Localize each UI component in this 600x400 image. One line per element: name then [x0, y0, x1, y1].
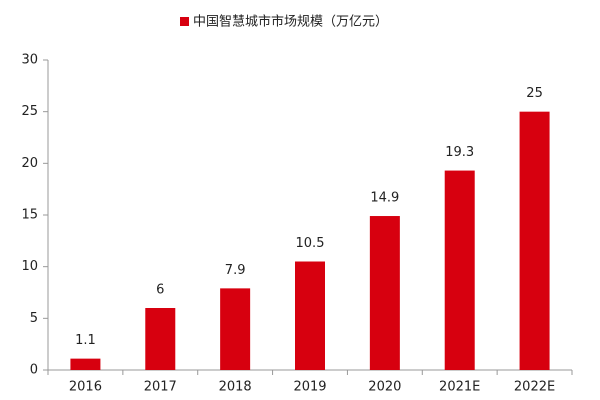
x-tick-label: 2017: [144, 380, 177, 395]
y-tick-label: 20: [21, 156, 38, 171]
data-label: 7.9: [225, 263, 246, 278]
x-tick-label: 2022E: [514, 380, 555, 395]
bar: [70, 358, 101, 370]
data-label: 19.3: [445, 145, 474, 160]
data-label: 10.5: [296, 236, 325, 251]
bar: [220, 288, 251, 370]
legend-swatch: [180, 17, 189, 26]
y-tick-label: 10: [21, 259, 38, 274]
legend-label: 中国智慧城市市场规模（万亿元）: [193, 14, 388, 30]
x-tick-label: 2021E: [439, 380, 480, 395]
x-tick-label: 2020: [368, 380, 401, 395]
y-tick-label: 0: [30, 363, 38, 378]
bar: [444, 170, 475, 370]
data-label: 6: [156, 283, 164, 298]
data-label: 25: [526, 86, 543, 101]
y-tick-label: 15: [21, 208, 38, 223]
y-tick-label: 25: [21, 104, 38, 119]
x-tick-label: 2016: [69, 380, 102, 395]
bar: [519, 111, 550, 371]
x-tick-label: 2019: [293, 380, 326, 395]
bar: [369, 216, 400, 370]
x-tick-label: 2018: [219, 380, 252, 395]
data-label: 1.1: [75, 333, 96, 348]
bar: [295, 261, 325, 370]
data-label: 14.9: [370, 191, 399, 206]
y-tick-label: 30: [21, 53, 38, 68]
y-tick-label: 5: [30, 311, 38, 326]
bar: [145, 308, 176, 370]
